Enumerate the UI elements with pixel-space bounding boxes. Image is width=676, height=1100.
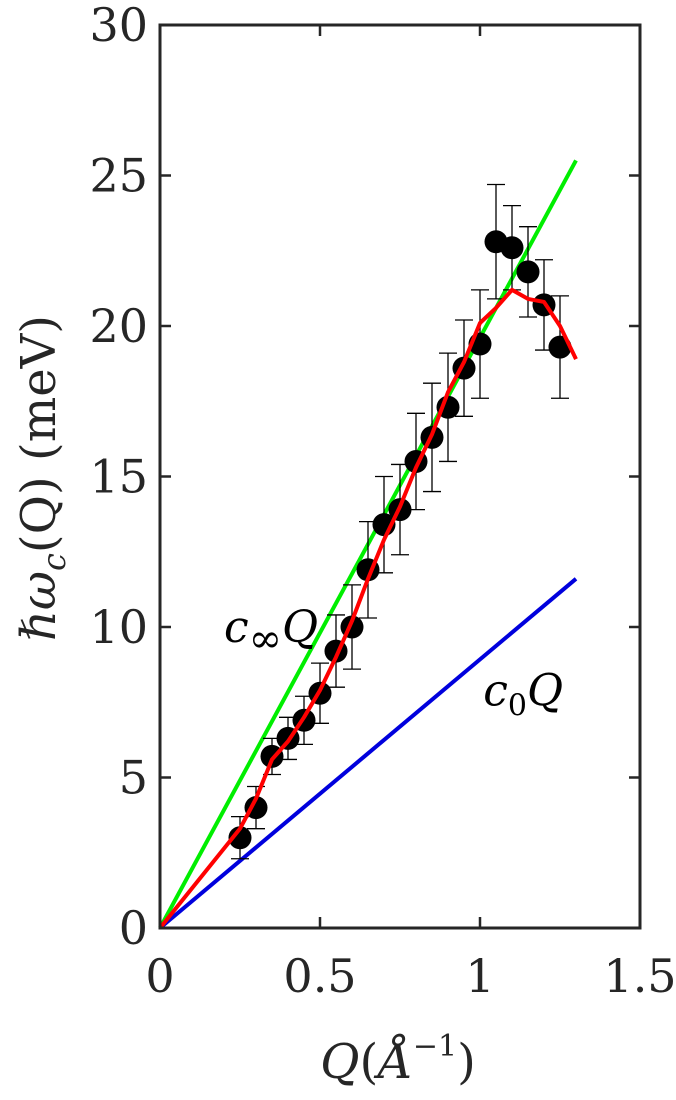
x-tick-label: 0.5 <box>283 949 356 1003</box>
x-axis-label: Q(Å−1) <box>320 1029 476 1090</box>
x-tick-label: 1.5 <box>603 949 676 1003</box>
axis-ticks: 0 0.5 1 1.5 0 5 10 15 20 25 30 <box>89 0 676 1003</box>
y-tick-label: 5 <box>119 751 148 805</box>
annotations: c∞Q c0Q <box>224 602 563 723</box>
data-point <box>228 826 252 850</box>
data-point <box>436 395 460 419</box>
c0-line <box>158 577 578 930</box>
y-tick-label: 20 <box>89 299 148 353</box>
x-tick-label: 0 <box>145 949 174 1003</box>
y-axis-label: ℏωc(Q) (meV) <box>11 315 73 641</box>
y-tick-label: 30 <box>89 0 148 52</box>
data-point <box>516 260 540 284</box>
y-tick-label: 0 <box>119 901 148 955</box>
x-tick-label: 1 <box>465 949 494 1003</box>
annotation-c-infinity-q: c∞Q <box>224 602 318 662</box>
fit-line <box>158 287 578 930</box>
data-point <box>500 236 524 260</box>
y-tick-label: 25 <box>89 149 148 203</box>
y-tick-label: 10 <box>89 600 148 654</box>
y-tick-label: 15 <box>89 450 148 504</box>
annotation-c-zero-q: c0Q <box>483 665 563 723</box>
plot-marks <box>158 159 578 930</box>
